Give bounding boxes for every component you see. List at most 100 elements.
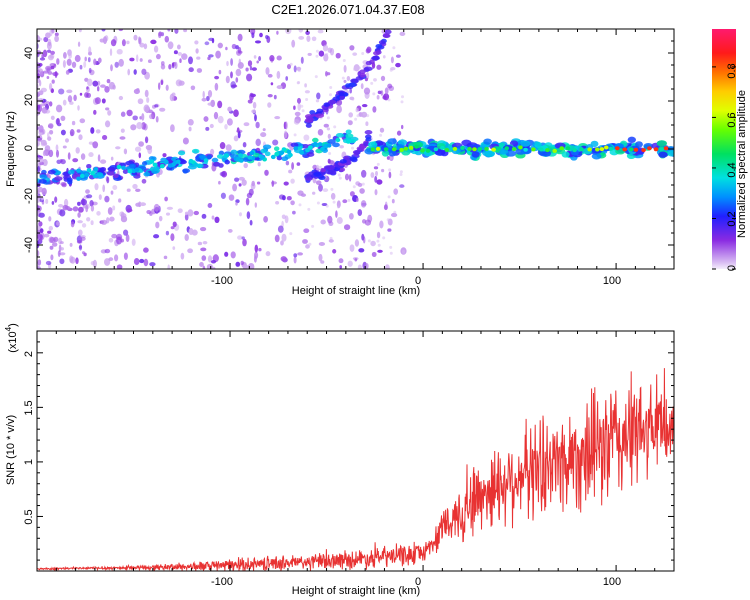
spectrogram-blob	[55, 149, 60, 158]
spectrogram-blob	[376, 179, 383, 185]
spectrogram-blob	[309, 110, 316, 115]
spectrogram-blob	[215, 50, 221, 59]
spectrogram-blob	[255, 121, 260, 129]
spectrogram-blob	[253, 255, 257, 263]
spectrogram-blob	[400, 100, 404, 104]
spectrogram-blob	[60, 129, 66, 136]
spectrogram-blob	[138, 152, 142, 159]
spectrogram-blob	[38, 179, 47, 184]
spectrogram-blob	[141, 68, 147, 75]
spectrogram-blob	[377, 90, 382, 95]
spectrogram-blob	[301, 109, 305, 113]
spectrogram-blob	[336, 205, 340, 209]
spectrogram-blob	[77, 41, 81, 47]
colorbar-gradient	[712, 29, 736, 269]
spectrogram-blob	[591, 153, 602, 160]
spectrogram-blob	[243, 122, 250, 127]
spectrogram-blob	[255, 138, 261, 147]
y-scale-exponent: 4	[4, 326, 13, 331]
spectrogram-blob	[227, 228, 233, 233]
spectrogram-blob	[237, 149, 246, 155]
spectrogram-blob	[133, 69, 137, 75]
spectrogram-blob	[284, 121, 288, 130]
spectrogram-blob	[226, 60, 229, 67]
spectrogram-blob	[165, 230, 170, 236]
spectrogram-blob	[208, 54, 214, 58]
spectrogram-blob	[349, 156, 358, 161]
spectrogram-blob	[254, 202, 258, 208]
spectrogram-blob	[297, 190, 304, 196]
spectrogram-blob	[155, 221, 160, 229]
spectrogram-blob	[73, 94, 77, 102]
spectrogram-blob	[265, 35, 269, 39]
spectrogram-blob	[98, 167, 105, 173]
spectrogram-blob	[289, 232, 293, 236]
spectrogram-blob	[184, 213, 189, 221]
spectrogram-blob	[116, 236, 122, 245]
spectrogram-blob	[139, 58, 143, 62]
spectrogram-blob	[347, 198, 351, 202]
spectrogram-blob	[86, 194, 93, 199]
spectrogram-blob	[552, 148, 557, 153]
spectrogram-blob	[237, 235, 243, 240]
spectrogram-blob	[377, 243, 381, 247]
spectrogram-blob	[238, 153, 243, 158]
spectrogram-blob	[306, 35, 311, 42]
spectrogram-blob	[127, 68, 131, 76]
spectrogram-blob	[348, 212, 354, 220]
spectrogram-blob	[78, 134, 83, 141]
spectrogram-blob	[77, 220, 83, 224]
spectrogram-blob	[163, 255, 168, 260]
spectrogram-blob	[256, 181, 261, 185]
spectrogram-blob	[388, 150, 397, 157]
spectrogram-blob	[323, 143, 328, 149]
spectrogram-blob	[360, 200, 367, 208]
spectrogram-blob	[110, 64, 113, 72]
spectrogram-blob	[49, 245, 54, 250]
spectrogram-blob	[388, 168, 392, 172]
spectrogram-blob	[79, 236, 86, 242]
spectrogram-blob	[332, 200, 336, 204]
spectrogram-blob	[230, 71, 233, 79]
spectrogram-blob	[62, 145, 67, 149]
spectrogram-blob	[58, 244, 62, 253]
spectrogram-blob	[50, 65, 55, 70]
spectrogram-blob	[393, 188, 399, 195]
spectrogram-blob	[107, 110, 112, 116]
spectrogram-blob	[211, 37, 215, 44]
spectrogram-blob	[68, 52, 72, 59]
spectrogram-blob	[312, 137, 319, 143]
spectrogram-blob	[86, 86, 89, 90]
spectrogram-blob	[174, 61, 178, 70]
spectrogram-blob	[199, 262, 204, 267]
spectrogram-blob	[372, 106, 377, 113]
spectrogram-blob	[46, 75, 50, 80]
spectrogram-blob	[354, 258, 358, 262]
spectrogram-blob	[242, 264, 248, 269]
spectrogram-blob	[163, 159, 169, 165]
spectrogram-blob	[100, 84, 106, 88]
spectrogram-blob	[246, 73, 253, 82]
spectrogram-blob	[338, 258, 344, 264]
spectrogram-blob	[300, 104, 304, 108]
spectrogram-blob	[367, 239, 371, 243]
spectrogram-blob	[67, 169, 75, 175]
spectrogram-blob	[399, 147, 404, 152]
spectrogram-blob	[254, 40, 262, 44]
spectrogram-blob	[484, 150, 495, 158]
spectrogram-blob	[271, 180, 275, 187]
spectrogram-blob	[79, 64, 83, 70]
spectrogram-blob	[230, 251, 236, 259]
spectrogram-blob	[48, 101, 53, 107]
spectrogram-blob	[56, 221, 60, 226]
spectrogram-blob	[69, 129, 75, 137]
spectrogram-blob	[339, 95, 345, 100]
spectrogram-blob	[141, 122, 146, 130]
spectrogram-blob	[276, 55, 282, 61]
spectrogram-ticks	[37, 29, 675, 269]
spectrogram-blob	[243, 163, 248, 169]
spectrogram-blob	[165, 84, 169, 91]
spectrogram-blob	[595, 147, 600, 152]
spectrogram-blob	[207, 202, 213, 209]
spectrogram-blob	[248, 188, 254, 196]
